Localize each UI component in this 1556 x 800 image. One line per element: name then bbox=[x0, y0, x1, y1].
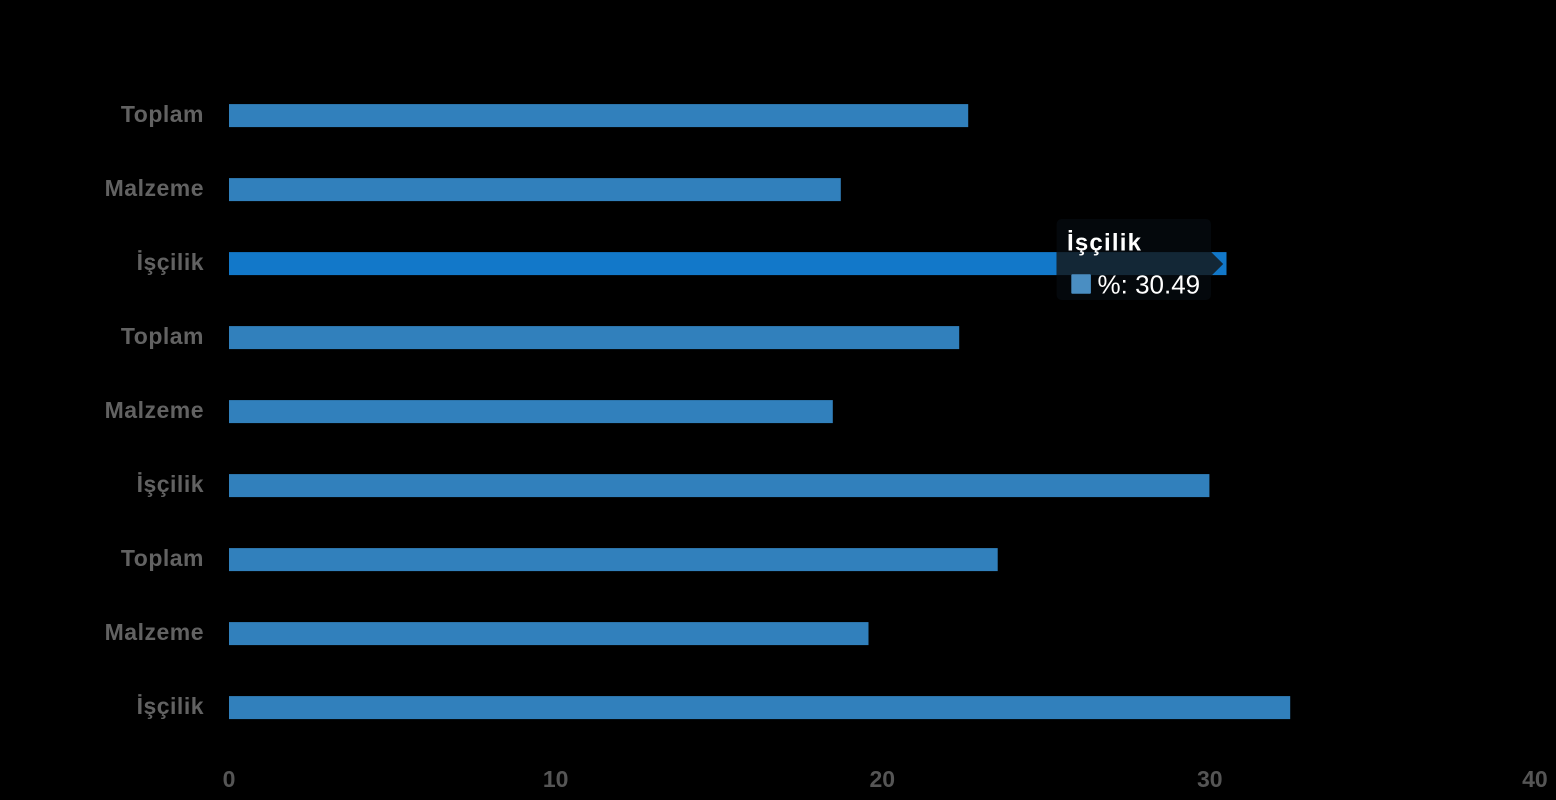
svg-text:10: 10 bbox=[543, 766, 569, 792]
svg-text:Malzeme: Malzeme bbox=[105, 397, 204, 423]
svg-text:40: 40 bbox=[1522, 766, 1548, 792]
svg-text:30: 30 bbox=[1197, 766, 1223, 792]
svg-text:0: 0 bbox=[223, 766, 236, 792]
svg-text:Toplam: Toplam bbox=[121, 101, 204, 127]
svg-text:İşçilik: İşçilik bbox=[137, 249, 204, 275]
svg-text:20: 20 bbox=[870, 766, 896, 792]
svg-text:Toplam: Toplam bbox=[121, 323, 204, 349]
svg-text:Malzeme: Malzeme bbox=[105, 619, 204, 645]
svg-text:Toplam: Toplam bbox=[121, 545, 204, 571]
svg-text:İşçilik: İşçilik bbox=[1067, 229, 1142, 256]
svg-text:İşçilik: İşçilik bbox=[137, 471, 204, 497]
svg-text:%: 30.49: %: 30.49 bbox=[1098, 270, 1201, 300]
svg-text:Malzeme: Malzeme bbox=[105, 175, 204, 201]
svg-text:İşçilik: İşçilik bbox=[137, 693, 204, 719]
